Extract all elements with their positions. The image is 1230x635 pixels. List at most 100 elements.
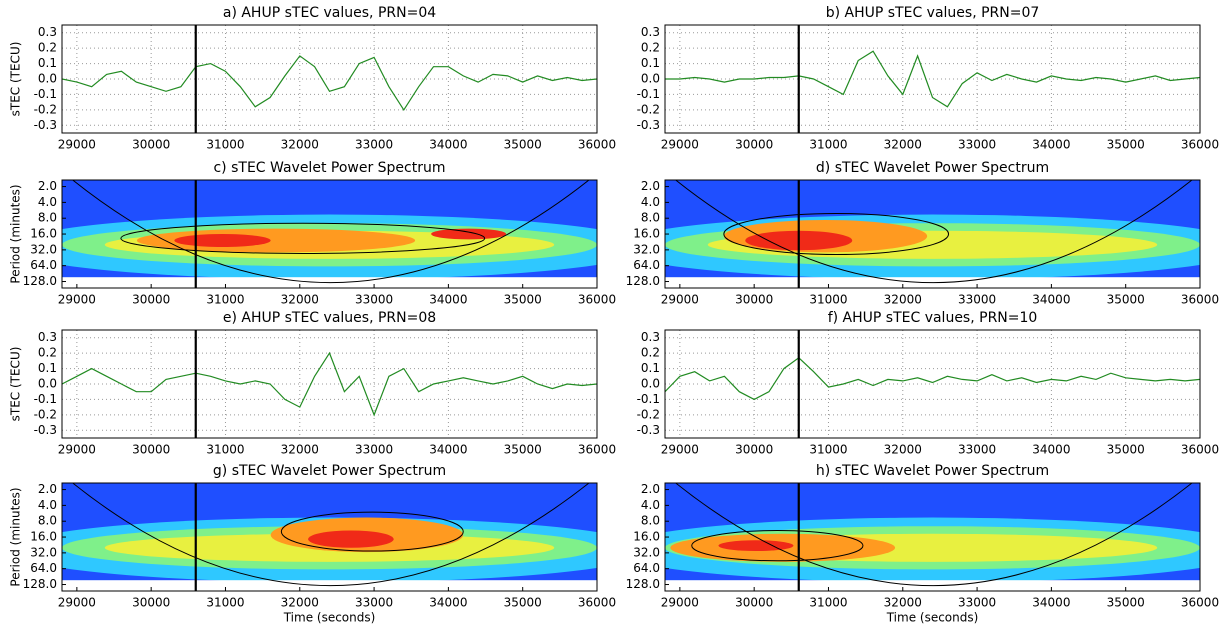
y-tick-label: 0.2 [38,41,57,55]
x-tick-label: 32000 [281,596,319,610]
x-tick-label: 29000 [58,443,96,457]
x-tick-label: 35000 [1107,293,1145,307]
x-tick-label: 36000 [578,293,616,307]
x-tick-label: 33000 [958,443,996,457]
x-tick-label: 30000 [735,443,773,457]
spectrum [9,483,651,591]
y-tick-label: -0.3 [637,118,660,132]
y-tick-label: 2.0 [641,179,660,193]
x-tick-label: 36000 [578,138,616,152]
y-tick-label: 0.2 [641,346,660,360]
y-tick-label: -0.2 [34,102,57,116]
y-tick-label: 16.0 [633,227,660,241]
x-tick-label: 31000 [809,138,847,152]
x-tick-label: 36000 [578,443,616,457]
x-tick-label: 32000 [884,443,922,457]
x-tick-label: 34000 [1032,596,1070,610]
y-tick-label: 128.0 [626,274,660,288]
y-tick-label: 32.0 [633,242,660,256]
y-axis-label: Period (minutes) [9,184,23,283]
x-tick-label: 30000 [132,138,170,152]
y-tick-label: 0.3 [641,330,660,344]
x-tick-label: 29000 [58,596,96,610]
x-tick-label: 32000 [884,293,922,307]
panel: b) AHUP sTEC values, PRN=07-0.3-0.2-0.10… [637,5,1220,152]
x-tick-label: 34000 [429,596,467,610]
y-tick-label: 128.0 [23,274,57,288]
x-tick-label: 29000 [661,138,699,152]
y-tick-label: 8.0 [641,211,660,225]
panel-title: h) sTEC Wavelet Power Spectrum [816,463,1049,479]
x-tick-label: 35000 [1107,596,1145,610]
stec-line [665,51,1200,107]
y-tick-label: 64.0 [633,258,660,272]
y-tick-label: 2.0 [38,179,57,193]
y-tick-label: -0.1 [34,87,57,101]
y-axis-label: sTEC (TECU) [9,42,23,117]
x-tick-label: 31000 [809,293,847,307]
y-tick-label: -0.2 [34,407,57,421]
y-tick-label: 0.0 [641,377,660,391]
x-tick-label: 33000 [355,443,393,457]
stec-line [665,358,1200,400]
panel-title: b) AHUP sTEC values, PRN=07 [826,5,1040,21]
x-tick-label: 29000 [661,443,699,457]
y-tick-label: 8.0 [641,514,660,528]
spectrum [9,180,651,288]
panel: g) sTEC Wavelet Power Spectrum2.04.08.01… [9,463,651,625]
y-tick-label: 0.3 [641,25,660,39]
x-tick-label: 35000 [1107,138,1145,152]
x-tick-label: 30000 [132,596,170,610]
x-tick-label: 30000 [735,596,773,610]
x-tick-label: 34000 [1032,443,1070,457]
y-tick-label: 0.2 [38,346,57,360]
y-tick-label: -0.3 [637,423,660,437]
y-tick-label: 0.2 [641,41,660,55]
x-tick-label: 31000 [206,293,244,307]
panel: h) sTEC Wavelet Power Spectrum 2.0 4.0 8.0 1… [612,463,1230,625]
y-tick-label: 0.0 [38,72,57,86]
panel: e) AHUP sTEC values, PRN=08-0.3-0.2-0.10… [9,310,617,457]
x-tick-label: 29000 [58,138,96,152]
y-tick-label: 0.0 [38,377,57,391]
y-axis-label: Period (minutes) [9,487,23,586]
x-tick-label: 36000 [1181,596,1219,610]
y-tick-label: 128.0 [23,577,57,591]
y-tick-label: 0.1 [38,56,57,70]
spectrum-peak [174,234,270,247]
y-tick-label: 4.0 [38,498,57,512]
panel: f) AHUP sTEC values, PRN=10-0.3-0.2-0.10… [637,310,1220,457]
x-tick-label: 30000 [735,138,773,152]
y-tick-label: 0.0 [641,72,660,86]
x-tick-label: 36000 [1181,443,1219,457]
spectrum-peak [308,531,394,548]
x-tick-label: 31000 [809,443,847,457]
x-tick-label: 29000 [661,596,699,610]
x-tick-label: 33000 [355,596,393,610]
y-tick-label: 0.3 [38,330,57,344]
x-tick-label: 33000 [355,138,393,152]
y-tick-label: 4.0 [641,498,660,512]
x-tick-label: 35000 [504,293,542,307]
x-tick-label: 36000 [1181,293,1219,307]
panel-title: a) AHUP sTEC values, PRN=04 [223,5,436,21]
y-tick-label: 8.0 [38,211,57,225]
x-tick-label: 36000 [578,596,616,610]
x-tick-label: 30000 [735,293,773,307]
x-tick-label: 34000 [429,138,467,152]
y-tick-label: 2.0 [641,482,660,496]
panel-title: f) AHUP sTEC values, PRN=10 [828,310,1038,326]
y-tick-label: -0.3 [34,118,57,132]
y-tick-label: 64.0 [30,258,57,272]
x-tick-label: 35000 [1107,443,1145,457]
y-tick-label: 8.0 [38,514,57,528]
y-axis-label: sTEC (TECU) [9,347,23,422]
y-tick-label: 32.0 [633,545,660,559]
y-tick-label: 128.0 [626,577,660,591]
x-tick-label: 33000 [355,293,393,307]
x-tick-label: 32000 [884,138,922,152]
y-tick-label: 64.0 [30,561,57,575]
y-tick-label: 32.0 [30,545,57,559]
y-tick-label: 0.3 [38,25,57,39]
x-tick-label: 29000 [58,293,96,307]
